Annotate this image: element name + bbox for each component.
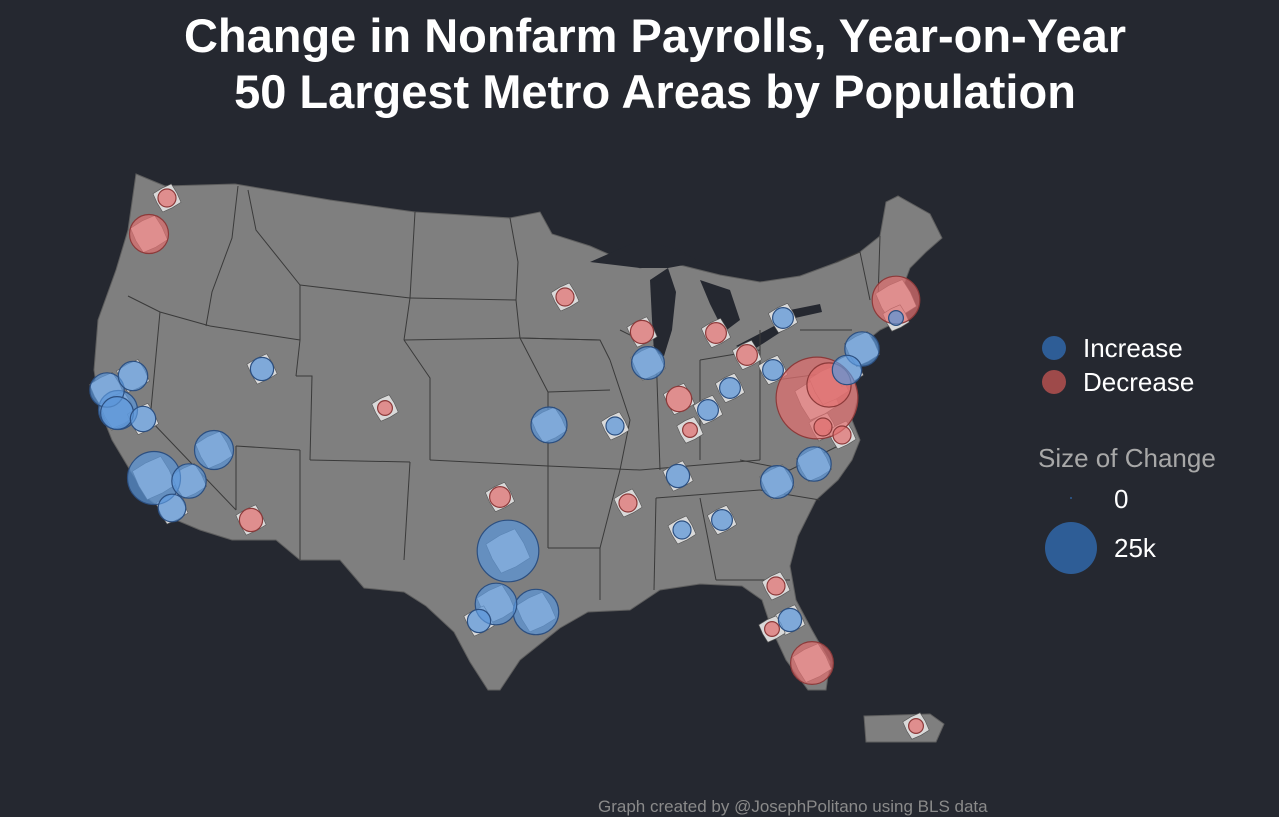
metro-bubble-columbus <box>718 377 741 400</box>
metro-bubble-buffalo <box>771 307 794 330</box>
metro-bubble-raleigh <box>796 446 832 482</box>
state-border-line <box>247 189 301 286</box>
metro-bubble-providence <box>887 310 904 327</box>
metro-bubble-denver <box>377 400 394 417</box>
state-border-line <box>205 185 239 327</box>
metro-bubble-charlotte <box>759 465 794 500</box>
metro-bubble-virginia-beach <box>832 425 852 445</box>
metro-bubble-salt-lake-city <box>249 356 275 382</box>
legend-decrease-label: Decrease <box>1083 367 1194 397</box>
map-title: Change in Nonfarm Payrolls, Year-on-Year… <box>0 8 1279 120</box>
state-border-line <box>403 461 411 561</box>
metro-bubble-dallas <box>476 519 540 583</box>
metro-bubble-pittsburgh <box>761 359 784 382</box>
legend-size-25k-swatch <box>1045 522 1097 574</box>
map-title-line1: Change in Nonfarm Payrolls, Year-on-Year <box>183 9 1127 62</box>
state-border-line <box>209 325 301 341</box>
state-border-line <box>599 469 621 549</box>
metro-bubble-milwaukee <box>629 319 655 345</box>
metro-bubble-chicago <box>630 346 665 381</box>
state-border-line <box>403 339 431 460</box>
metro-bubble-atlanta <box>710 509 733 532</box>
metro-bubble-indianapolis <box>665 385 693 413</box>
metro-bubble-richmond <box>813 417 833 437</box>
metro-bubble-seattle <box>157 188 177 208</box>
state-border-line <box>515 299 521 339</box>
state-border-line <box>653 497 657 591</box>
legend-increase-label: Increase <box>1083 333 1183 363</box>
metro-bubble-louisville <box>681 422 698 439</box>
metro-bubble-memphis <box>618 493 638 513</box>
metro-bubble-jacksonville <box>766 576 786 596</box>
metro-bubble-oklahoma-city <box>489 486 512 509</box>
state-border-line <box>547 465 641 471</box>
metro-bubble-kansas-city <box>530 406 568 444</box>
metro-bubble-cleveland <box>735 344 758 367</box>
metro-bubble-detroit <box>704 322 727 345</box>
legend-increase-swatch <box>1042 336 1066 360</box>
state-border-line <box>655 489 761 499</box>
source-caption: Graph created by @JosephPolitano using B… <box>598 797 988 816</box>
lake-michigan-shape <box>650 268 676 356</box>
metro-bubble-tampa <box>763 620 780 637</box>
metro-bubble-philadelphia <box>831 354 863 386</box>
metro-bubble-phoenix <box>238 507 264 533</box>
legend-decrease-swatch <box>1042 370 1066 394</box>
metro-bubble-minneapolis <box>555 287 575 307</box>
metro-bubble-orlando <box>777 607 803 633</box>
state-border-line <box>699 497 717 581</box>
state-border-line <box>235 445 301 451</box>
state-border-line <box>149 311 161 421</box>
us-landmass <box>93 173 945 743</box>
metro-bubbles <box>89 188 924 734</box>
metro-bubble-nashville <box>665 463 691 489</box>
legend-size-title: Size of Change <box>1038 443 1216 473</box>
state-border-line <box>296 375 313 461</box>
state-border-line <box>299 284 411 299</box>
metro-bubble-birmingham <box>672 520 692 540</box>
map-title-line2: 50 Largest Metro Areas by Population <box>234 65 1076 118</box>
metro-bubble-riverside <box>171 463 207 499</box>
state-border-line <box>309 459 411 463</box>
metro-bubble-sacramento <box>117 360 149 392</box>
legend: Increase Decrease Size of Change 0 25k <box>1038 333 1216 574</box>
metro-bubble-san-diego <box>157 493 187 523</box>
metro-bubble-fresno <box>129 405 157 433</box>
lake-huron-shape <box>700 280 740 332</box>
legend-size-25k-label: 25k <box>1114 533 1157 563</box>
state-border-line <box>547 389 611 393</box>
state-border-line <box>295 339 301 377</box>
state-border-line <box>609 359 631 471</box>
legend-size-zero-label: 0 <box>1114 484 1128 514</box>
metro-bubble-houston <box>512 588 560 636</box>
puerto-rico-shape <box>863 713 945 743</box>
legend-size-zero-swatch <box>1070 497 1072 499</box>
lake-superior-shape <box>590 240 700 268</box>
metro-bubble-cincinnati <box>696 399 719 422</box>
state-border-line <box>403 337 521 341</box>
metro-bubble-portland <box>128 213 170 255</box>
state-border-line <box>835 251 871 301</box>
metro-bubble-miami <box>789 640 834 685</box>
metro-bubble-san-jose <box>99 396 134 431</box>
state-border-line <box>519 337 601 341</box>
state-border-line <box>739 439 851 471</box>
metro-bubble-san-antonio <box>466 608 492 634</box>
metro-bubble-las-vegas <box>193 429 235 471</box>
metro-bubble-st-louis <box>605 416 625 436</box>
state-border-line <box>409 297 517 301</box>
metro-bubble-san-juan <box>907 717 924 734</box>
state-border-line <box>429 459 549 467</box>
state-border-line <box>509 217 519 301</box>
